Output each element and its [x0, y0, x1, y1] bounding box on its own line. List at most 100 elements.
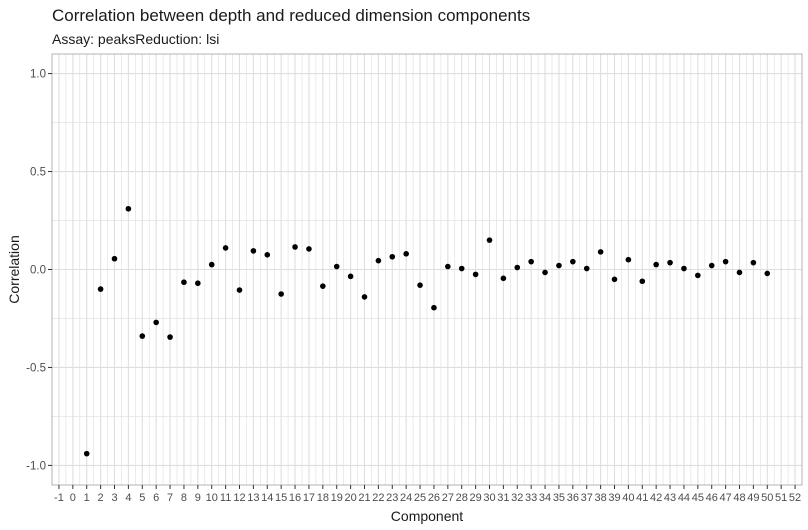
x-tick-label: 46	[706, 492, 718, 504]
data-point	[445, 263, 451, 270]
x-tick-label: 23	[386, 492, 398, 504]
data-point	[722, 258, 729, 265]
x-tick-label: 4	[125, 492, 131, 504]
x-tick-label: 48	[733, 492, 745, 504]
data-point	[458, 265, 465, 272]
data-point	[625, 256, 632, 263]
x-tick-label: 33	[525, 492, 537, 504]
x-tick-label: 47	[719, 492, 731, 504]
data-point	[417, 282, 423, 288]
data-point	[139, 333, 146, 339]
x-tick-label: 6	[153, 492, 159, 504]
data-point	[653, 261, 659, 268]
x-tick-label: 10	[206, 492, 218, 504]
x-tick-label: 50	[761, 492, 773, 504]
data-point	[292, 244, 298, 250]
x-tick-label: 0	[70, 492, 76, 504]
x-tick-label: 12	[233, 492, 245, 504]
x-tick-label: 25	[414, 492, 426, 504]
data-point	[264, 252, 271, 258]
data-point	[736, 269, 743, 276]
x-tick-label: 28	[456, 492, 468, 504]
data-point	[347, 273, 354, 280]
x-tick-label: 1	[84, 492, 90, 504]
data-point	[250, 248, 257, 254]
x-tick-label: 43	[664, 492, 676, 504]
x-tick-label: 7	[167, 492, 173, 504]
x-tick-label: 11	[220, 492, 231, 504]
data-point	[111, 255, 118, 262]
data-point	[708, 262, 715, 269]
x-tick-label: 44	[678, 492, 690, 504]
data-point	[389, 253, 396, 260]
data-point	[181, 279, 187, 286]
data-point	[764, 270, 771, 277]
x-tick-label: 5	[139, 492, 145, 504]
x-tick-label: 16	[289, 492, 301, 504]
x-tick-label: 15	[275, 492, 287, 504]
data-point	[528, 258, 534, 265]
grid-lines	[52, 54, 802, 485]
data-point	[153, 319, 159, 326]
data-point	[97, 286, 104, 292]
x-tick-label: 52	[789, 492, 801, 504]
data-point	[639, 278, 646, 285]
data-point	[83, 450, 90, 457]
data-point	[125, 205, 132, 212]
x-tick-label: 18	[317, 492, 329, 504]
data-point	[306, 246, 312, 252]
chart-subtitle: Assay: peaksReduction: lsi	[52, 31, 220, 47]
x-tick-label: 29	[469, 492, 481, 504]
data-point	[222, 245, 229, 251]
data-point	[278, 291, 284, 297]
data-point	[514, 264, 521, 271]
data-point	[556, 262, 562, 269]
x-tick-label: 35	[553, 492, 565, 504]
data-point	[361, 294, 368, 300]
data-point	[431, 304, 437, 311]
data-point	[500, 275, 507, 282]
x-tick-label: 49	[747, 492, 759, 504]
x-tick-label: 3	[111, 492, 117, 504]
data-point	[236, 287, 243, 293]
data-point	[695, 272, 701, 279]
data-point	[472, 271, 479, 278]
data-point	[611, 276, 618, 283]
x-tick-label: 21	[358, 492, 370, 504]
y-axis-label: Correlation	[6, 235, 22, 303]
x-tick-label: 36	[567, 492, 579, 504]
x-tick-label: 34	[539, 492, 551, 504]
data-point	[486, 237, 493, 243]
data-point	[195, 280, 201, 287]
x-tick-label: 32	[511, 492, 523, 504]
data-point	[597, 249, 604, 255]
y-tick-label: -1.0	[26, 460, 46, 472]
x-tick-label: 22	[372, 492, 384, 504]
data-point	[375, 257, 382, 264]
x-tick-label: 24	[400, 492, 412, 504]
x-tick-label: 20	[344, 492, 356, 504]
data-point	[570, 258, 576, 265]
x-axis-ticks: -1 0 1 2 3 4 5 6 7 8 9 10 11 12 13 14 15 16 17 18 19 20 21 22 23…	[54, 485, 801, 504]
x-tick-label: 13	[247, 492, 259, 504]
x-tick-label: 45	[692, 492, 704, 504]
x-tick-label: 40	[622, 492, 634, 504]
y-tick-label: 0.0	[30, 265, 46, 277]
y-tick-label: -0.5	[26, 362, 46, 374]
data-point	[320, 283, 326, 289]
data-point	[542, 269, 548, 276]
data-point	[403, 251, 409, 257]
data-point	[667, 259, 673, 266]
x-tick-label: 41	[636, 492, 648, 504]
x-tick-label: 8	[181, 492, 187, 504]
x-tick-label: 38	[594, 492, 606, 504]
x-tick-label: -1	[54, 492, 64, 504]
data-point	[681, 265, 687, 272]
x-tick-label: 42	[650, 492, 662, 504]
x-tick-label: 26	[428, 492, 440, 504]
y-tick-label: 1.0	[30, 69, 46, 81]
x-tick-label: 27	[442, 492, 454, 504]
y-axis-ticks: -1.0 -0.5 0.0 0.5 1.0	[26, 69, 52, 472]
x-tick-label: 19	[331, 492, 343, 504]
x-tick-label: 30	[483, 492, 495, 504]
